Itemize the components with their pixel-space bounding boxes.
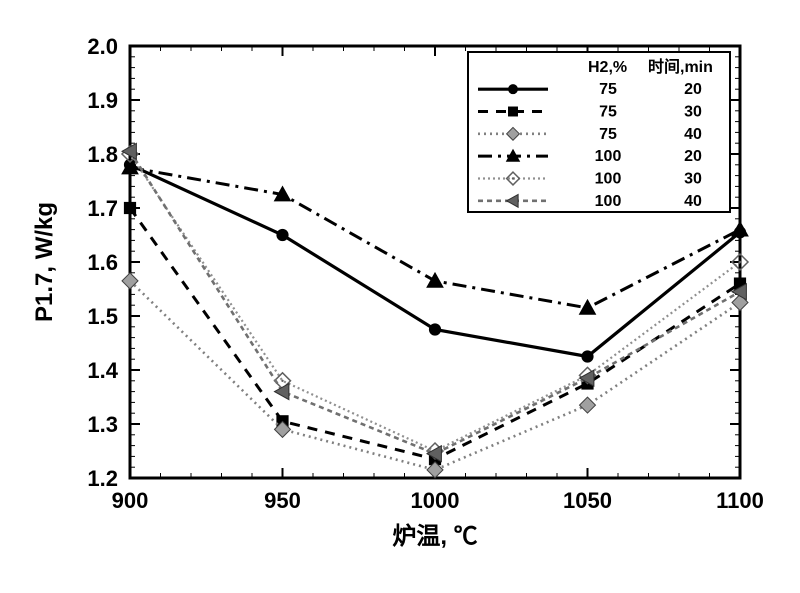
x-tick-label: 900 bbox=[112, 488, 149, 513]
legend-h2-value: 100 bbox=[595, 171, 622, 188]
x-tick-label: 950 bbox=[264, 488, 301, 513]
legend-time-value: 40 bbox=[684, 126, 702, 143]
y-tick-label: 1.4 bbox=[87, 358, 118, 383]
y-tick-label: 1.3 bbox=[87, 412, 118, 437]
legend-time-value: 30 bbox=[684, 171, 702, 188]
legend-time-value: 20 bbox=[684, 81, 702, 98]
legend-h2-value: 100 bbox=[595, 193, 622, 210]
legend-h2-value: 100 bbox=[595, 148, 622, 165]
line-chart: 900 950 1000 1050 1100 1.2 1.3 1.4 1.5 1.6 1.7 1.8 1… bbox=[0, 0, 800, 593]
legend-h2-value: 75 bbox=[599, 81, 617, 98]
y-tick-label: 1.5 bbox=[87, 304, 118, 329]
legend: H2,% 时间,min 75 20 75 30 75 40 100 20 100 30 100 40 bbox=[468, 52, 730, 212]
x-tick-label: 1000 bbox=[411, 488, 460, 513]
chart-container: 900 950 1000 1050 1100 1.2 1.3 1.4 1.5 1.6 1.7 1.8 1… bbox=[0, 0, 800, 593]
legend-header-h2: H2,% bbox=[588, 59, 627, 76]
legend-h2-value: 75 bbox=[599, 126, 617, 143]
legend-time-value: 20 bbox=[684, 148, 702, 165]
legend-header-time: 时间,min bbox=[648, 57, 713, 76]
y-tick-label: 2.0 bbox=[87, 34, 118, 59]
legend-time-value: 40 bbox=[684, 193, 702, 210]
y-tick-label: 1.9 bbox=[87, 88, 118, 113]
y-tick-label: 1.2 bbox=[87, 466, 118, 491]
x-tick-label: 1100 bbox=[716, 488, 764, 513]
y-tick-label: 1.6 bbox=[87, 250, 118, 275]
x-axis-label: 炉温, ℃ bbox=[392, 523, 477, 550]
y-tick-label: 1.7 bbox=[87, 196, 118, 221]
y-axis-label: P1.7, W/kg bbox=[31, 202, 58, 322]
legend-time-value: 30 bbox=[684, 104, 702, 121]
y-tick-label: 1.8 bbox=[87, 142, 118, 167]
x-tick-label: 1050 bbox=[563, 488, 612, 513]
legend-h2-value: 75 bbox=[599, 104, 617, 121]
